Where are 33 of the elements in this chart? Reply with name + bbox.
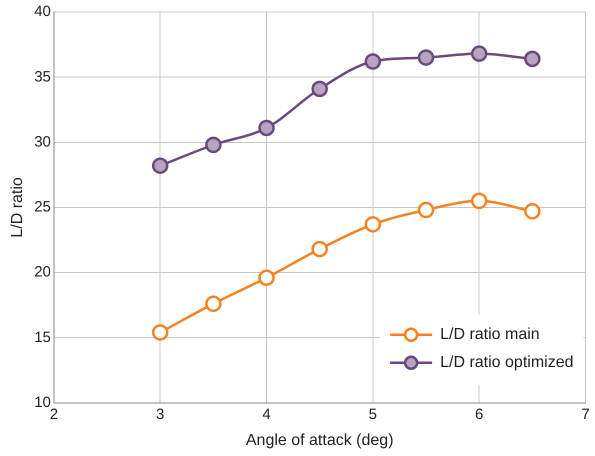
legend-label: L/D ratio optimized bbox=[440, 354, 574, 372]
y-tick-label: 40 bbox=[34, 3, 51, 20]
point bbox=[470, 45, 488, 62]
y-tick-label: 25 bbox=[34, 198, 51, 216]
point bbox=[258, 269, 275, 286]
point bbox=[418, 202, 434, 218]
point bbox=[364, 216, 382, 233]
point bbox=[311, 80, 328, 98]
x-tick-label: 5 bbox=[368, 406, 378, 423]
y-tick-label: 20 bbox=[34, 264, 51, 281]
point bbox=[470, 192, 488, 210]
point bbox=[524, 203, 541, 220]
legend-label: L/D ratio main bbox=[440, 326, 540, 344]
x-tick-label: 4 bbox=[262, 406, 271, 423]
point bbox=[152, 324, 168, 341]
x-tick-label: 3 bbox=[156, 406, 164, 423]
y-tick-label: 15 bbox=[34, 328, 51, 346]
point bbox=[258, 120, 275, 136]
point bbox=[418, 49, 434, 66]
point bbox=[152, 157, 168, 174]
x-tick-label: 7 bbox=[581, 406, 590, 423]
point bbox=[524, 50, 541, 68]
y-tick-label: 30 bbox=[34, 133, 51, 150]
point bbox=[205, 296, 222, 312]
x-tick-label: 2 bbox=[50, 406, 58, 423]
point bbox=[311, 240, 328, 258]
point bbox=[205, 136, 222, 154]
y-tick-label: 10 bbox=[34, 394, 51, 411]
y-tick-label: 35 bbox=[34, 68, 51, 86]
y-axis-title: L/D ratio bbox=[9, 177, 26, 238]
point bbox=[364, 53, 382, 70]
x-axis-title: Angle of attack (deg) bbox=[246, 432, 394, 449]
x-tick-label: 6 bbox=[475, 406, 484, 423]
